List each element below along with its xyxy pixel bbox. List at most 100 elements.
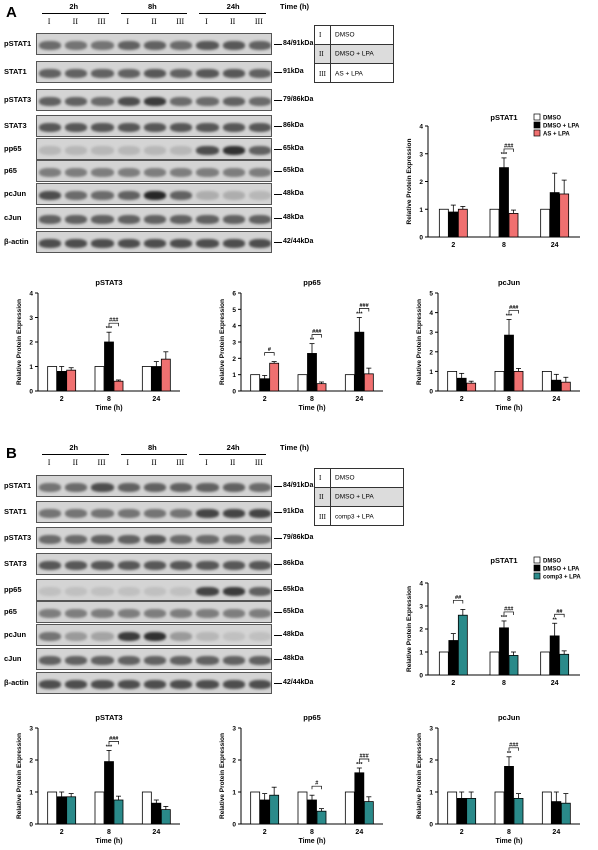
panel-b-lane-legend: I DMSO II DMSO + LPA III comp3 + LPA — [314, 468, 404, 526]
bar — [113, 380, 124, 392]
protein-band — [248, 631, 271, 641]
protein-band — [170, 679, 193, 689]
protein-band — [65, 214, 88, 224]
protein-band — [39, 40, 62, 50]
y-tick-label: 4 — [419, 581, 423, 588]
protein-band — [91, 482, 114, 492]
kda-marker-line — [274, 683, 282, 684]
bar — [494, 371, 505, 392]
y-tick-label: 0 — [232, 389, 236, 396]
x-tick-label: 2 — [460, 829, 464, 836]
protein-band — [143, 586, 167, 596]
legend-row: II DMSO + LPA — [315, 488, 403, 507]
legend-row: III comp3 + LPA — [315, 507, 403, 526]
protein-band — [117, 586, 140, 596]
y-tick-label: 4 — [419, 124, 423, 131]
protein-band — [65, 631, 88, 641]
significance-label: ### — [504, 606, 513, 612]
protein-band — [39, 534, 62, 544]
blot-strip — [36, 672, 272, 694]
protein-band — [170, 655, 193, 665]
protein-band — [117, 96, 140, 106]
y-tick-label: 3 — [232, 340, 236, 347]
bar — [541, 791, 552, 825]
time-group-underline — [120, 454, 188, 455]
kda-label: 84/91kDa — [283, 482, 314, 489]
protein-band — [91, 40, 114, 50]
protein-band — [196, 190, 219, 200]
significance-label: # — [268, 347, 271, 353]
protein-band — [143, 68, 167, 78]
protein-band — [143, 167, 167, 177]
kda-marker-line — [274, 218, 282, 219]
protein-band — [39, 122, 62, 132]
protein-band — [65, 560, 88, 570]
protein-band — [65, 96, 88, 106]
y-tick-label: 1 — [429, 369, 433, 376]
y-tick-label: 6 — [232, 291, 236, 298]
significance-label: ### — [109, 318, 118, 324]
protein-band — [39, 608, 62, 618]
y-tick-label: 0 — [429, 389, 433, 396]
protein-band — [117, 238, 140, 248]
chart-b-pstat1: pSTAT1 0 1 2 3 4 Relative Protein Expression 2 8… — [406, 556, 581, 687]
protein-band — [196, 96, 219, 106]
significance-bracket — [108, 322, 119, 327]
protein-band — [91, 560, 114, 570]
chart-title: pp65 — [303, 278, 321, 287]
bar — [47, 791, 58, 825]
y-tick-label: 3 — [429, 726, 433, 733]
protein-band — [222, 655, 245, 665]
bar — [560, 802, 571, 825]
bar — [541, 371, 552, 392]
protein-band — [222, 508, 245, 518]
bar — [508, 655, 519, 676]
protein-band — [196, 482, 219, 492]
bar — [466, 382, 477, 392]
blot-strip — [36, 475, 272, 497]
lane-label: II — [151, 458, 157, 467]
protein-band — [65, 68, 88, 78]
bar — [540, 651, 551, 676]
significance-bracket — [508, 747, 519, 751]
protein-band — [39, 214, 62, 224]
blot-strip — [36, 207, 272, 229]
kda-label: 86kDa — [283, 122, 304, 129]
lane-label: I — [126, 458, 130, 467]
x-tick-label: 8 — [107, 396, 111, 403]
chart-b-pstat3: pSTAT3 0 1 2 3 Relative Protein Expression 2 8 2… — [16, 713, 180, 845]
bar — [354, 772, 365, 825]
kda-label: 42/44kDa — [283, 679, 314, 686]
kda-marker-line — [274, 171, 282, 172]
protein-band — [222, 40, 245, 50]
protein-band — [117, 40, 140, 50]
chart-title: pSTAT1 — [490, 556, 517, 565]
legend-swatch — [533, 121, 541, 129]
lane-label: I — [205, 458, 208, 467]
y-tick-label: 1 — [419, 650, 423, 657]
legend-swatch — [533, 129, 541, 137]
protein-band — [196, 238, 219, 248]
protein-band — [248, 560, 271, 570]
bar — [447, 791, 458, 825]
kda-label: 48kDa — [283, 190, 304, 197]
bar — [363, 801, 374, 825]
protein-band — [91, 238, 114, 248]
bar — [560, 381, 571, 392]
y-tick-label: 1 — [232, 372, 236, 379]
protein-band — [65, 508, 88, 518]
bar — [141, 791, 152, 825]
x-tick-label: 8 — [502, 680, 506, 687]
significance-label: ### — [509, 305, 518, 311]
bar — [438, 208, 449, 238]
protein-band — [117, 631, 140, 641]
bar — [316, 383, 327, 392]
blot-row-label: STAT3 — [4, 121, 27, 130]
kda-marker-line — [274, 590, 282, 591]
blot-strip — [36, 138, 272, 160]
protein-band — [65, 534, 88, 544]
bar — [47, 366, 58, 392]
chart-title: pcJun — [498, 278, 521, 287]
kda-marker-line — [274, 635, 282, 636]
protein-band — [91, 122, 114, 132]
